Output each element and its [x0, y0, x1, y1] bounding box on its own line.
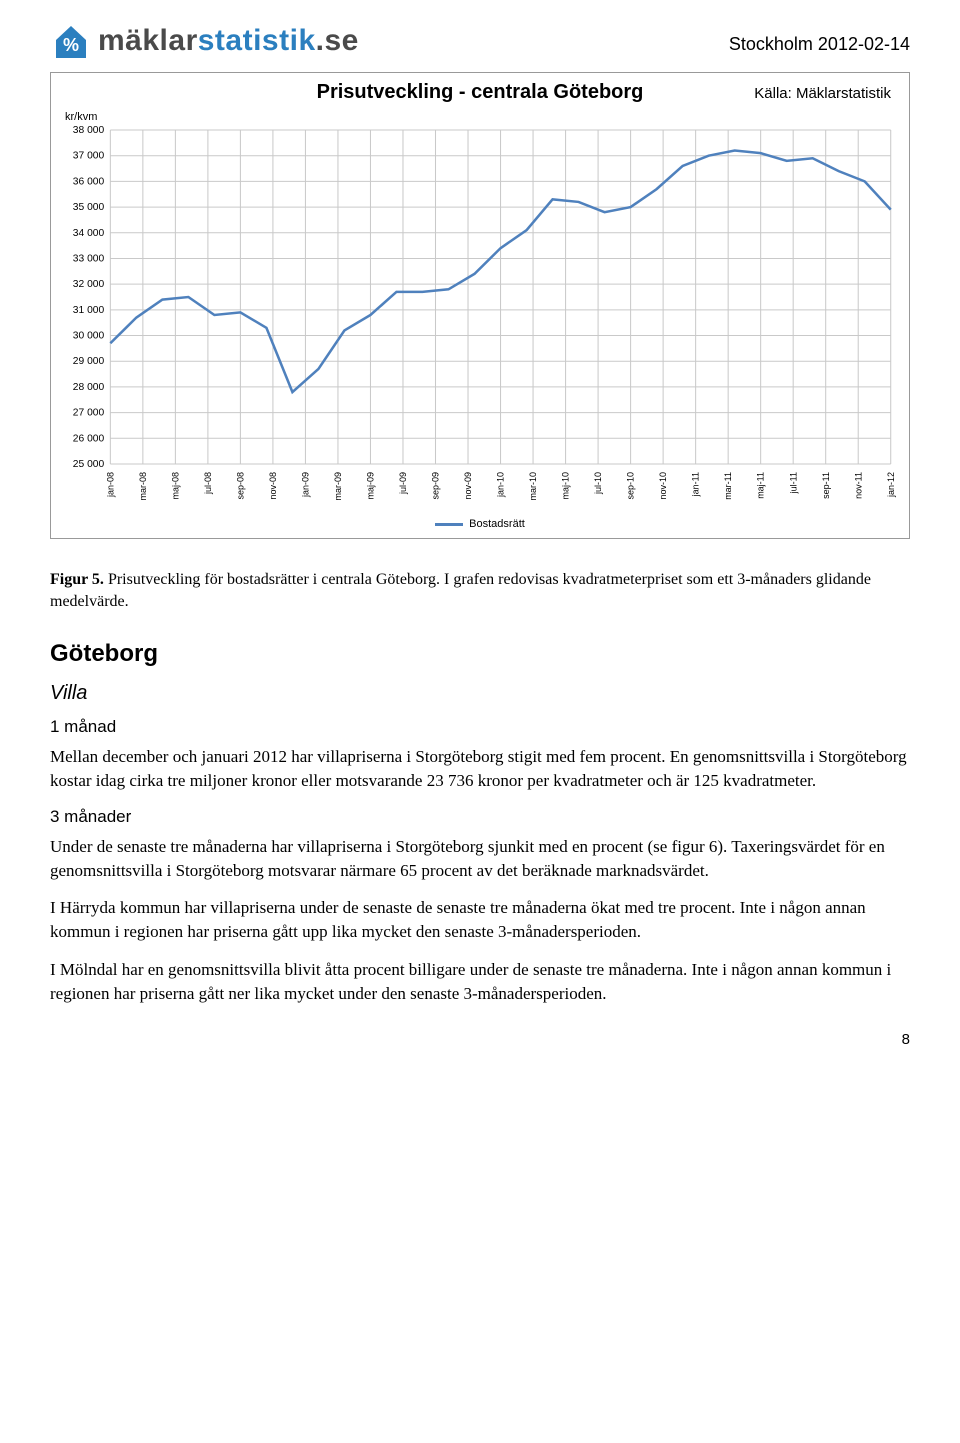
svg-text:mar-10: mar-10: [528, 472, 538, 500]
chart-body: 25 000 26 000 27 000 28 000 29 000 30 000 31 0…: [59, 124, 901, 514]
svg-text:37 000: 37 000: [73, 151, 105, 162]
svg-text:27 000: 27 000: [73, 408, 105, 419]
svg-text:26 000: 26 000: [73, 433, 105, 444]
svg-text:35 000: 35 000: [73, 202, 105, 213]
legend-swatch: [435, 523, 463, 526]
chart-container: kr/kvm Prisutveckling - centrala Götebor…: [50, 72, 910, 539]
subheading-1month: 1 månad: [50, 717, 910, 737]
svg-text:jan-09: jan-09: [300, 472, 310, 498]
svg-text:29 000: 29 000: [73, 356, 105, 367]
logo: % mäklarstatistik.se: [50, 20, 359, 62]
figure-caption-text: Prisutveckling för bostadsrätter i centr…: [50, 571, 871, 610]
svg-text:jul-10: jul-10: [593, 472, 603, 495]
logo-tld: .se: [316, 24, 359, 57]
svg-text:sep-09: sep-09: [430, 472, 440, 499]
svg-text:mar-11: mar-11: [723, 472, 733, 500]
chart-svg: 25 000 26 000 27 000 28 000 29 000 30 000 31 0…: [59, 124, 901, 514]
chart-legend: Bostadsrätt: [59, 518, 901, 530]
svg-text:34 000: 34 000: [73, 228, 105, 239]
paragraph-3: I Härryda kommun har villapriserna under…: [50, 896, 910, 944]
svg-text:nov-08: nov-08: [268, 472, 278, 499]
section-heading: Göteborg: [50, 640, 910, 668]
paragraph-4: I Mölndal har en genomsnittsvilla blivit…: [50, 958, 910, 1006]
svg-text:30 000: 30 000: [73, 331, 105, 342]
svg-text:maj-08: maj-08: [170, 472, 180, 499]
svg-text:sep-11: sep-11: [821, 472, 831, 499]
svg-text:maj-11: maj-11: [756, 472, 766, 499]
svg-text:nov-09: nov-09: [463, 472, 473, 499]
svg-text:28 000: 28 000: [73, 382, 105, 393]
svg-text:nov-11: nov-11: [853, 472, 863, 499]
svg-text:32 000: 32 000: [73, 279, 105, 290]
figure-caption: Figur 5. Prisutveckling för bostadsrätte…: [50, 569, 910, 612]
svg-text:31 000: 31 000: [73, 305, 105, 316]
legend-label: Bostadsrätt: [469, 518, 525, 530]
subsection-heading: Villa: [50, 682, 910, 705]
svg-text:jul-08: jul-08: [203, 472, 213, 495]
paragraph-2: Under de senaste tre månaderna har villa…: [50, 835, 910, 883]
svg-text:jan-08: jan-08: [105, 472, 115, 498]
svg-text:25 000: 25 000: [73, 459, 105, 470]
page-number: 8: [902, 1031, 910, 1048]
svg-text:%: %: [63, 35, 79, 55]
svg-text:sep-08: sep-08: [235, 472, 245, 499]
svg-text:33 000: 33 000: [73, 254, 105, 265]
page: % mäklarstatistik.se Stockholm 2012-02-1…: [0, 0, 960, 1060]
logo-text: mäklarstatistik.se: [98, 24, 359, 58]
logo-brand-secondary: statistik: [198, 24, 316, 57]
chart-title-row: Prisutveckling - centrala Göteborg Källa…: [59, 81, 901, 104]
svg-text:38 000: 38 000: [73, 125, 105, 136]
figure-label: Figur 5.: [50, 571, 104, 588]
header-date: Stockholm 2012-02-14: [729, 34, 910, 55]
chart-ylabel: kr/kvm: [65, 111, 97, 123]
svg-text:maj-10: maj-10: [561, 472, 571, 499]
svg-text:nov-10: nov-10: [658, 472, 668, 499]
svg-text:jan-12: jan-12: [886, 472, 896, 498]
chart-source: Källa: Mäklarstatistik: [754, 85, 891, 102]
svg-text:mar-08: mar-08: [138, 472, 148, 500]
svg-text:jan-10: jan-10: [496, 472, 506, 498]
svg-text:36 000: 36 000: [73, 176, 105, 187]
logo-icon: %: [50, 20, 92, 62]
page-header: % mäklarstatistik.se Stockholm 2012-02-1…: [50, 20, 910, 62]
svg-text:sep-10: sep-10: [626, 472, 636, 499]
svg-text:maj-09: maj-09: [365, 472, 375, 499]
subheading-3months: 3 månader: [50, 807, 910, 827]
paragraph-1: Mellan december och januari 2012 har vil…: [50, 745, 910, 793]
svg-text:jul-11: jul-11: [788, 472, 798, 494]
svg-text:jul-09: jul-09: [398, 472, 408, 495]
svg-text:mar-09: mar-09: [333, 472, 343, 500]
svg-text:jan-11: jan-11: [691, 472, 701, 497]
logo-brand-primary: mäklar: [98, 24, 198, 57]
